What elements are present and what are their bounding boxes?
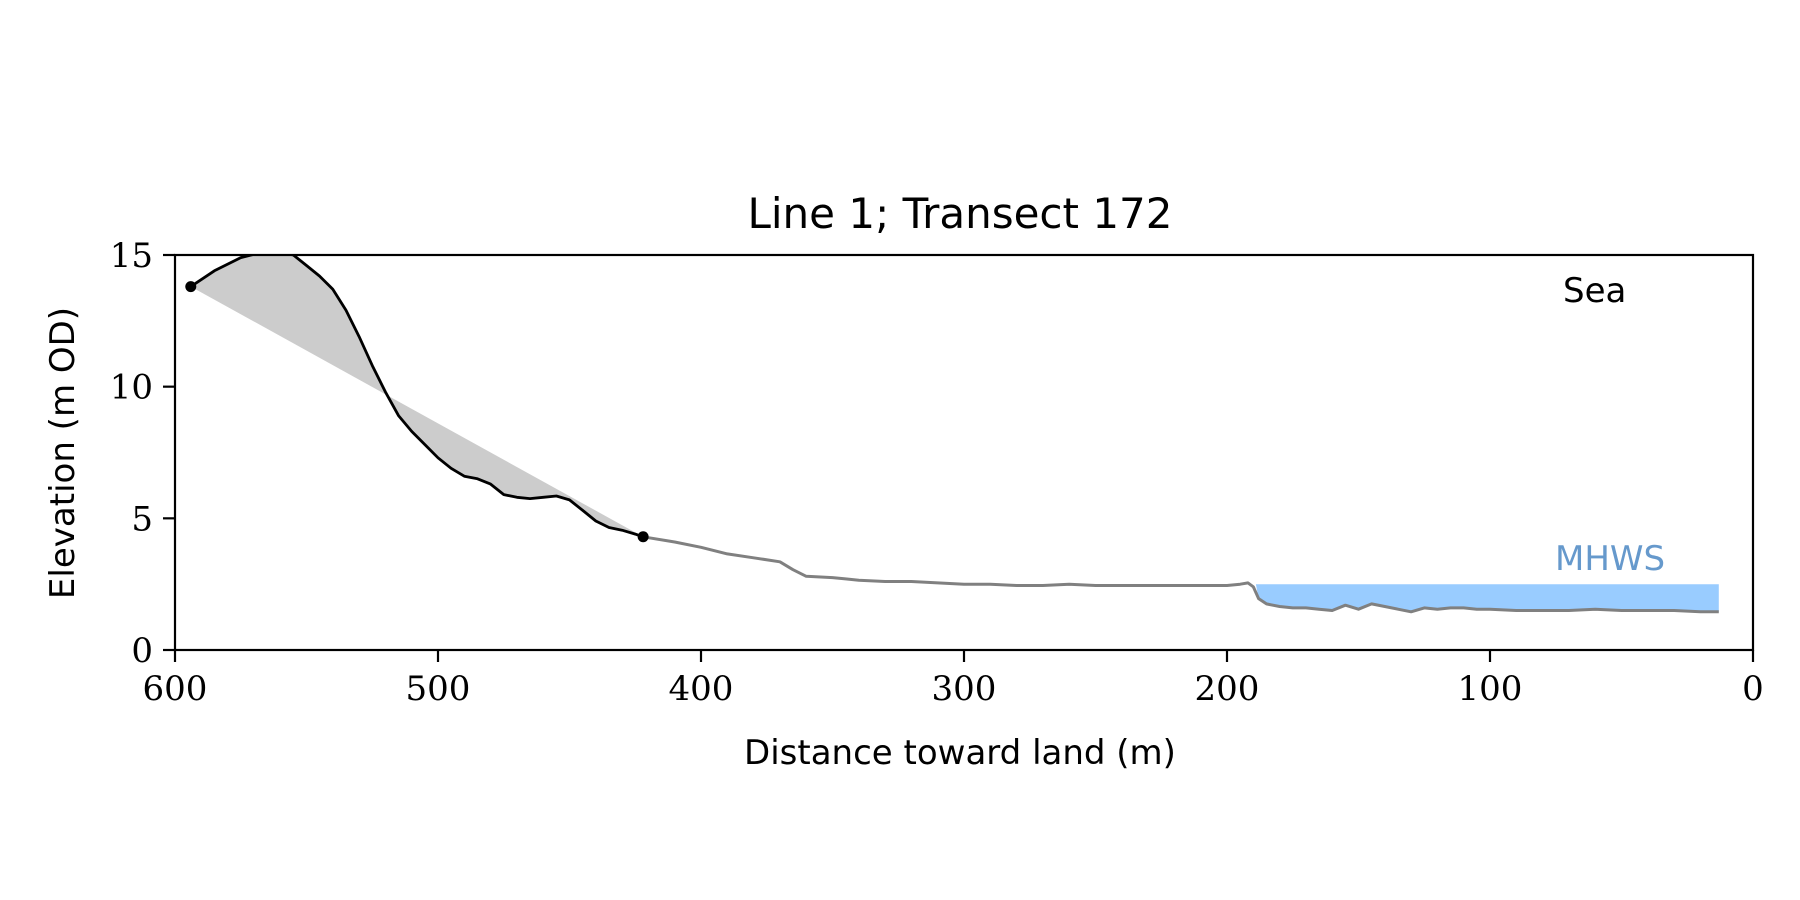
mhws-water-band: [1255, 584, 1719, 612]
x-tick-label: 100: [1458, 669, 1523, 709]
y-axis-label: Elevation (m OD): [43, 307, 83, 599]
cliff-profile-line: [190, 255, 644, 539]
x-axis: 600 500 400 300 200 100 0: [143, 650, 1764, 709]
y-axis: 0 5 10 15: [110, 236, 175, 671]
x-tick-label: 600: [143, 669, 208, 709]
chart-title: Line 1; Transect 172: [747, 189, 1172, 238]
sea-label: Sea: [1563, 271, 1626, 311]
plot-marks: [185, 255, 1719, 614]
cliff-area-shading: [190, 255, 644, 537]
mhws-label: MHWS: [1555, 539, 1665, 579]
x-tick-label: 300: [932, 669, 997, 709]
cliff-top-point: [185, 281, 197, 293]
y-tick-label: 15: [110, 236, 153, 276]
y-tick-label: 5: [131, 499, 153, 539]
cliff-toe-point: [637, 531, 649, 543]
x-axis-label: Distance toward land (m): [744, 733, 1176, 773]
y-tick-label: 10: [110, 368, 153, 408]
x-tick-label: 400: [669, 669, 734, 709]
x-tick-label: 200: [1195, 669, 1260, 709]
x-tick-label: 500: [406, 669, 471, 709]
y-tick-label: 0: [131, 631, 153, 671]
foreshore-profile-line: [642, 535, 1719, 614]
x-tick-label: 0: [1742, 669, 1764, 709]
